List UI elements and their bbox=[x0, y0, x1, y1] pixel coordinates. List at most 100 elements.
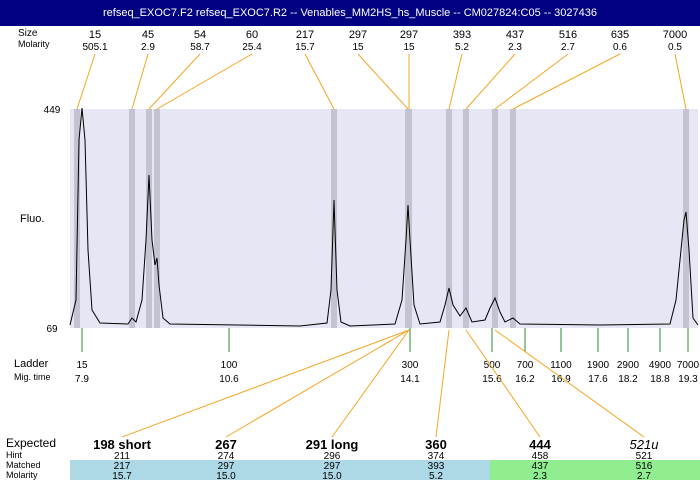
molarity-value: 15.7 bbox=[112, 471, 132, 480]
molarity-bottom-row-label: Molarity bbox=[6, 470, 38, 480]
peak-band bbox=[492, 109, 498, 328]
peak-size-label: 635 bbox=[611, 29, 629, 41]
expected-leader-line bbox=[435, 329, 450, 438]
hint-value: 296 bbox=[324, 451, 341, 462]
peak-size-label: 15 bbox=[89, 29, 101, 41]
ladder-size-label: 500 bbox=[484, 360, 501, 371]
expected-leader-line bbox=[121, 329, 410, 438]
peak-molarity-label: 0.6 bbox=[613, 42, 627, 53]
peak-size-label: 217 bbox=[296, 29, 314, 41]
ladder-time-label: 16.2 bbox=[515, 374, 535, 385]
molarity-value: 2.7 bbox=[637, 471, 651, 480]
ladder-size-label: 15 bbox=[76, 360, 88, 371]
molarity-value: 5.2 bbox=[429, 471, 443, 480]
hint-row-label: Hint bbox=[6, 450, 23, 460]
hint-value: 521 bbox=[636, 451, 653, 462]
expected-label: 521u bbox=[630, 437, 659, 452]
y-tick-label: 449 bbox=[44, 105, 61, 116]
peak-band bbox=[146, 109, 152, 328]
expected-leader-line bbox=[331, 329, 410, 438]
size-row-label: Size bbox=[18, 28, 38, 39]
hint-value: 458 bbox=[532, 451, 549, 462]
matched-row-bg-blue bbox=[70, 460, 490, 480]
peak-band bbox=[331, 109, 337, 328]
peak-molarity-label: 25.4 bbox=[242, 42, 262, 53]
ladder-time-label: 15.6 bbox=[482, 374, 502, 385]
peak-leader-line bbox=[494, 53, 569, 110]
peak-leader-line bbox=[156, 53, 253, 110]
peak-molarity-label: 2.7 bbox=[561, 42, 575, 53]
matched-row-bg-green bbox=[490, 460, 700, 480]
ladder-size-label: 700 bbox=[517, 360, 534, 371]
hint-value: 374 bbox=[428, 451, 445, 462]
peak-band bbox=[510, 109, 516, 328]
ladder-time-label: 18.2 bbox=[618, 374, 638, 385]
peak-molarity-label: 15 bbox=[352, 42, 364, 53]
ladder-size-label: 100 bbox=[221, 360, 238, 371]
expected-label: 198 short bbox=[93, 437, 151, 452]
peak-size-label: 393 bbox=[453, 29, 471, 41]
ladder-size-label: 300 bbox=[402, 360, 419, 371]
ladder-size-label: 4900 bbox=[649, 360, 672, 371]
ladder-size-label: 1900 bbox=[587, 360, 610, 371]
ladder-time-label: 10.6 bbox=[219, 374, 239, 385]
peak-size-label: 297 bbox=[400, 29, 418, 41]
matched-value: 437 bbox=[532, 461, 549, 472]
matched-value: 516 bbox=[636, 461, 653, 472]
peak-molarity-label: 2.9 bbox=[141, 42, 155, 53]
expected-leader-line bbox=[465, 329, 541, 438]
matched-value: 297 bbox=[218, 461, 235, 472]
peak-leader-line bbox=[76, 53, 96, 110]
peak-band bbox=[683, 109, 689, 328]
peak-molarity-label: 15 bbox=[403, 42, 415, 53]
peak-molarity-label: 505.1 bbox=[82, 42, 107, 53]
expected-leader-line bbox=[494, 329, 645, 438]
ladder-row-label: Ladder bbox=[14, 358, 49, 370]
peak-band bbox=[154, 109, 160, 328]
peak-size-label: 54 bbox=[194, 29, 206, 41]
hint-value: 274 bbox=[218, 451, 235, 462]
peak-size-label: 297 bbox=[349, 29, 367, 41]
y-tick-label: 69 bbox=[46, 324, 58, 335]
expected-label: 267 bbox=[215, 437, 237, 452]
peak-leader-line bbox=[304, 53, 335, 110]
hint-value: 211 bbox=[114, 451, 130, 462]
matched-value: 297 bbox=[324, 461, 341, 472]
peak-leader-line bbox=[448, 53, 463, 110]
window-title: refseq_EXOC7.F2 refseq_EXOC7.R2 -- Venab… bbox=[0, 0, 700, 26]
expected-leader-line bbox=[225, 329, 410, 438]
ladder-size-label: 7000 bbox=[677, 360, 700, 371]
peak-size-label: 437 bbox=[506, 29, 524, 41]
peak-molarity-label: 5.2 bbox=[455, 42, 469, 53]
molarity-value: 2.3 bbox=[533, 471, 547, 480]
ladder-time-label: 18.8 bbox=[650, 374, 670, 385]
peak-leader-line bbox=[148, 53, 201, 110]
peak-molarity-label: 58.7 bbox=[190, 42, 210, 53]
peak-leader-line bbox=[465, 53, 516, 110]
peak-band bbox=[129, 109, 135, 328]
peak-size-label: 516 bbox=[559, 29, 577, 41]
peak-leader-line bbox=[512, 53, 621, 110]
peak-band bbox=[74, 109, 80, 328]
peak-band bbox=[446, 109, 452, 328]
peak-molarity-label: 0.5 bbox=[668, 42, 682, 53]
peak-leader-line bbox=[674, 53, 687, 110]
peak-band bbox=[463, 109, 469, 328]
ladder-time-label: 14.1 bbox=[400, 374, 420, 385]
expected-row-label: Expected bbox=[6, 436, 56, 450]
plot-area bbox=[70, 109, 698, 328]
y-axis-label: Fluo. bbox=[20, 213, 44, 225]
peak-size-label: 45 bbox=[142, 29, 154, 41]
matched-value: 217 bbox=[114, 461, 131, 472]
molarity-value: 15.0 bbox=[322, 471, 342, 480]
ladder-time-label: 17.6 bbox=[588, 374, 608, 385]
fluorescence-trace bbox=[69, 107, 699, 327]
matched-value: 393 bbox=[428, 461, 445, 472]
mig-time-row-label: Mig. time bbox=[14, 372, 51, 382]
peak-molarity-label: 2.3 bbox=[508, 42, 522, 53]
molarity-row-label: Molarity bbox=[18, 39, 50, 49]
ladder-time-label: 16.9 bbox=[551, 374, 571, 385]
ladder-size-label: 2900 bbox=[617, 360, 640, 371]
ladder-size-label: 1100 bbox=[550, 360, 572, 371]
